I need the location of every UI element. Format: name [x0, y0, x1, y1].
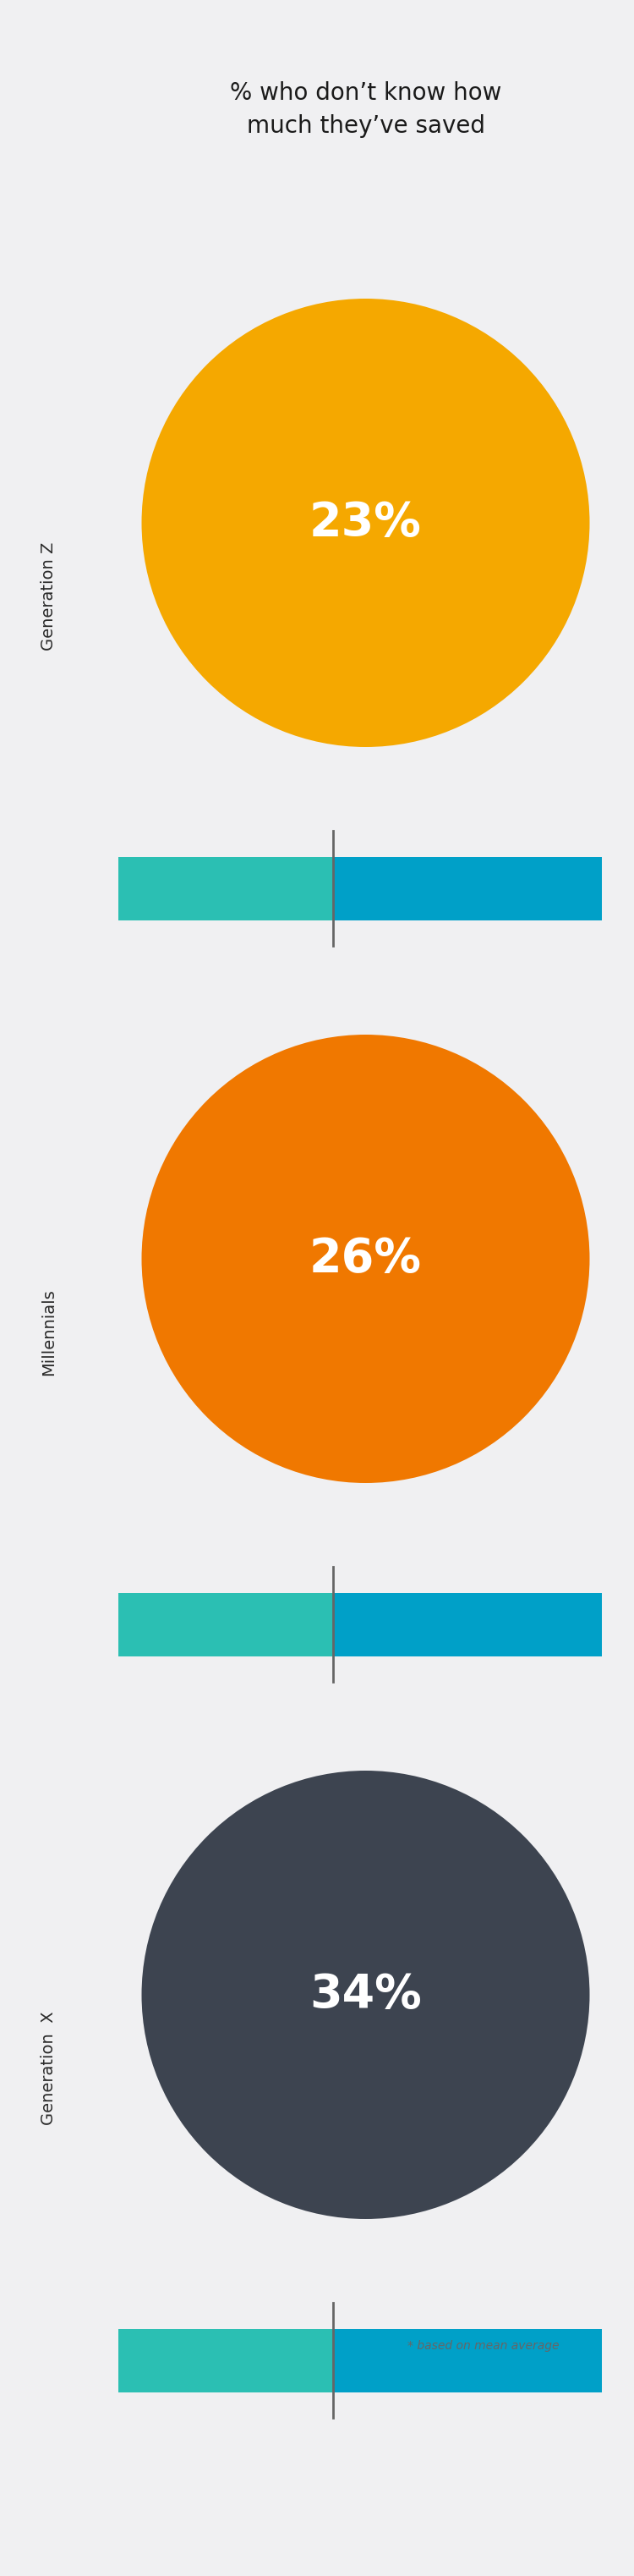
- Bar: [119, 858, 333, 920]
- Text: Generation  X: Generation X: [41, 2012, 56, 2125]
- Bar: [333, 858, 602, 920]
- Bar: [119, 1592, 333, 1656]
- Text: 26%: 26%: [309, 1236, 422, 1283]
- Bar: [119, 2329, 333, 2393]
- Ellipse shape: [141, 1036, 590, 1484]
- Bar: [333, 1592, 602, 1656]
- Text: * based on mean average: * based on mean average: [408, 2339, 560, 2352]
- Text: % who don’t know how
much they’ve saved: % who don’t know how much they’ve saved: [230, 82, 501, 139]
- Text: Millennials: Millennials: [41, 1288, 56, 1376]
- Text: 23%: 23%: [309, 500, 422, 546]
- Ellipse shape: [141, 299, 590, 747]
- Text: Generation Z: Generation Z: [41, 541, 56, 652]
- Bar: [333, 2329, 602, 2393]
- Text: 34%: 34%: [309, 1973, 422, 2017]
- Ellipse shape: [141, 1770, 590, 2218]
